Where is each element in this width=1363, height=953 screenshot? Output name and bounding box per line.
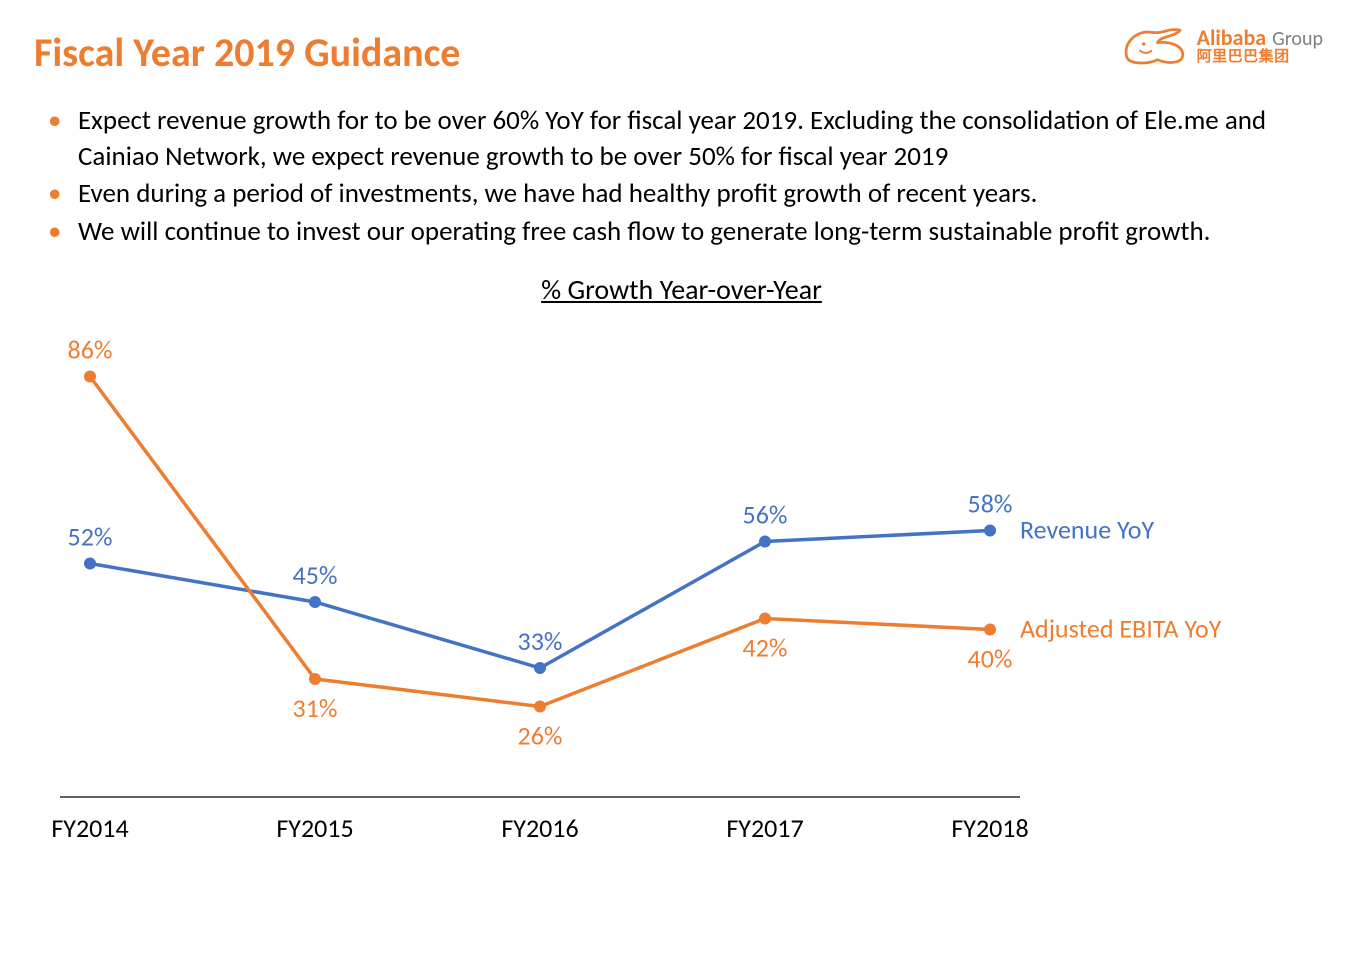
data-label: 58% (968, 487, 1013, 519)
data-marker (984, 623, 996, 635)
brand-logo: AlibabaGroup 阿里巴巴集团 (1119, 22, 1323, 70)
x-axis-label: FY2016 (501, 812, 578, 844)
data-label: 40% (968, 642, 1013, 674)
data-marker (534, 700, 546, 712)
data-marker (84, 370, 96, 382)
data-marker (309, 596, 321, 608)
data-label: 86% (68, 333, 113, 365)
alibaba-icon (1119, 22, 1189, 70)
logo-brand-line: AlibabaGroup (1197, 26, 1323, 50)
bullet-item: Expect revenue growth for to be over 60%… (48, 103, 1298, 174)
data-marker (534, 662, 546, 674)
x-axis-label: FY2017 (726, 812, 803, 844)
series-line (90, 376, 990, 706)
series-label: Adjusted EBITA YoY (1020, 612, 1222, 644)
logo-cn: 阿里巴巴集团 (1197, 50, 1323, 66)
data-label: 42% (743, 631, 788, 663)
data-marker (984, 524, 996, 536)
bullet-item: Even during a period of investments, we … (48, 176, 1298, 212)
data-marker (759, 612, 771, 624)
data-label: 26% (518, 719, 563, 751)
bullet-list: Expect revenue growth for to be over 60%… (48, 103, 1298, 250)
chart-svg: FY2014 FY2015 FY2016 FY2017 FY2018 52% 45% 33% 5… (0, 307, 1363, 847)
x-axis-label: FY2014 (51, 812, 128, 844)
data-marker (84, 557, 96, 569)
bullet-item: We will continue to invest our operating… (48, 214, 1298, 250)
data-label: 56% (743, 498, 788, 530)
data-marker (309, 673, 321, 685)
data-label: 45% (293, 559, 338, 591)
chart-title: % Growth Year-over-Year (34, 272, 1329, 307)
data-label: 33% (518, 625, 563, 657)
x-axis-label: FY2015 (276, 812, 353, 844)
data-label: 31% (293, 692, 338, 724)
series-label: Revenue YoY (1020, 513, 1154, 545)
growth-chart: FY2014 FY2015 FY2016 FY2017 FY2018 52% 45% 33% 5… (0, 307, 1363, 847)
data-marker (759, 535, 771, 547)
x-axis-label: FY2018 (951, 812, 1028, 844)
data-label: 52% (68, 520, 113, 552)
